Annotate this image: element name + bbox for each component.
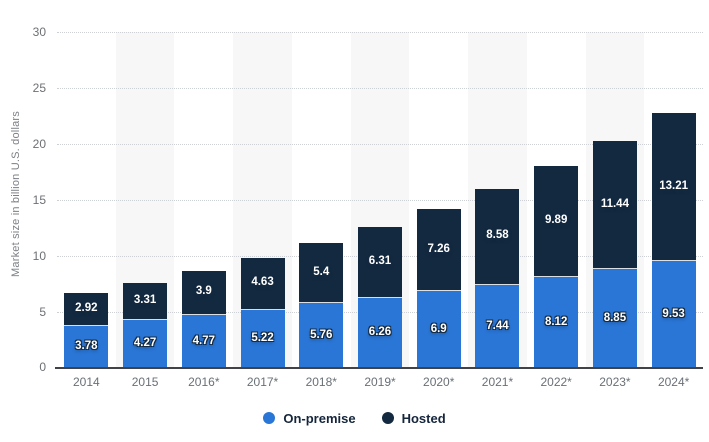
bar-segment-hosted[interactable]: 6.31 <box>358 227 402 298</box>
gridline <box>57 88 703 89</box>
gridline <box>57 200 703 201</box>
bar-segment-on-premise[interactable]: 8.12 <box>534 277 579 368</box>
x-axis-tick-label: 2023* <box>599 375 631 389</box>
bar-segment-hosted[interactable]: 11.44 <box>592 140 637 269</box>
x-axis-tick-label: 2024* <box>657 375 690 389</box>
x-axis-line <box>55 367 703 369</box>
bar-segment-on-premise[interactable]: 6.26 <box>358 297 402 368</box>
bar-value-label: 7.26 <box>427 242 450 255</box>
y-axis-tick-label: 25 <box>32 81 46 95</box>
x-axis-tick-label: 2021* <box>481 375 514 389</box>
legend-label: Hosted <box>401 410 446 426</box>
y-axis-tick-label: 20 <box>32 137 46 151</box>
bar-segment-hosted[interactable]: 7.26 <box>416 209 461 291</box>
bar-segment-hosted[interactable]: 2.92 <box>64 292 109 326</box>
bar-segment-hosted[interactable]: 8.58 <box>475 188 520 285</box>
bar-segment-hosted[interactable]: 9.89 <box>534 166 579 278</box>
y-axis-tick-label: 15 <box>32 193 46 207</box>
bar-value-label: 9.89 <box>544 214 568 227</box>
y-axis-tick-label: 30 <box>32 25 46 39</box>
bar-segment-on-premise[interactable]: 5.22 <box>240 309 285 368</box>
bar-value-label: 2.92 <box>75 302 98 315</box>
bar-value-label: 6.31 <box>368 255 392 268</box>
bar-segment-hosted[interactable]: 13.21 <box>651 113 696 262</box>
bar-segment-on-premise[interactable]: 6.9 <box>416 290 461 368</box>
legend-dot-icon <box>263 412 276 424</box>
bar-segment-hosted[interactable]: 5.4 <box>299 243 344 304</box>
bar-value-label: 11.44 <box>600 197 629 210</box>
bar-segment-hosted[interactable]: 4.63 <box>240 257 285 310</box>
bar-value-label: 9.53 <box>662 307 685 320</box>
x-axis-tick-label: 2019* <box>364 375 396 389</box>
bar-value-label: 5.4 <box>313 265 330 278</box>
bar-value-label: 6.9 <box>430 322 447 335</box>
bar-segment-hosted[interactable]: 3.9 <box>181 270 226 315</box>
gridline <box>57 32 703 33</box>
y-axis-tick-label: 0 <box>39 360 46 374</box>
x-axis-tick-label: 2017* <box>246 375 279 389</box>
y-axis-tick-label: 10 <box>32 249 46 263</box>
bar-segment-on-premise[interactable]: 5.76 <box>299 303 344 368</box>
x-axis-tick-label: 2015 <box>131 375 159 389</box>
x-axis-tick-label: 2014 <box>73 375 100 389</box>
bar-value-label: 3.9 <box>195 285 212 298</box>
bar-segment-on-premise[interactable]: 8.85 <box>592 268 637 368</box>
x-axis-tick-label: 2016* <box>188 375 220 389</box>
x-axis-tick-label: 2020* <box>423 375 455 389</box>
bar-value-label: 13.21 <box>659 180 689 193</box>
x-axis-tick-label: 2022* <box>540 375 572 389</box>
bar-value-label: 4.77 <box>192 334 215 347</box>
x-axis-tick-label: 2018* <box>305 375 337 389</box>
bar-value-label: 7.44 <box>486 319 509 332</box>
bar-segment-on-premise[interactable]: 9.53 <box>651 261 696 368</box>
bar-value-label: 8.12 <box>544 315 568 328</box>
bar-value-label: 8.58 <box>486 229 509 242</box>
bar-value-label: 4.27 <box>133 337 157 350</box>
bar-value-label: 3.31 <box>133 294 157 307</box>
bar-value-label: 8.85 <box>603 311 627 324</box>
bar-segment-on-premise[interactable]: 3.78 <box>64 325 109 368</box>
bar-segment-on-premise[interactable]: 4.27 <box>123 320 168 368</box>
bar-value-label: 6.26 <box>368 326 392 339</box>
legend-item-on-premise[interactable]: On-premise <box>263 410 356 426</box>
gridline <box>57 144 703 145</box>
legend-label: On-premise <box>283 410 356 426</box>
bar-segment-hosted[interactable]: 3.31 <box>123 283 168 321</box>
bar-value-label: 5.22 <box>251 332 274 344</box>
bar-value-label: 4.63 <box>251 276 274 289</box>
y-axis-tick-label: 5 <box>39 305 46 319</box>
legend: On-premise Hosted <box>0 406 709 430</box>
bar-value-label: 3.78 <box>75 340 98 353</box>
bar-value-label: 5.76 <box>310 328 333 341</box>
bar-segment-on-premise[interactable]: 4.77 <box>181 314 226 368</box>
legend-item-hosted[interactable]: Hosted <box>381 410 446 426</box>
legend-dot-icon <box>381 412 394 424</box>
bar-segment-on-premise[interactable]: 7.44 <box>475 284 520 368</box>
